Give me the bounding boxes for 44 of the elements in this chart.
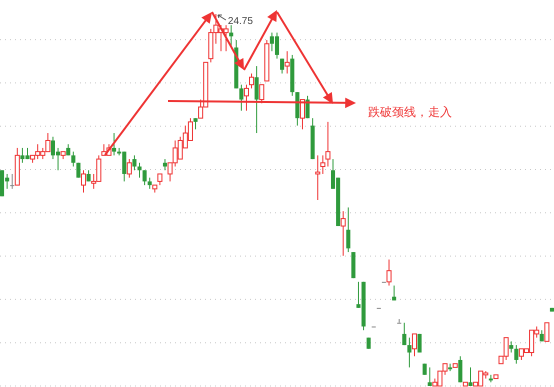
candlestick (132, 154, 136, 171)
candlestick (80, 170, 86, 194)
candlestick (366, 337, 371, 350)
candlestick (320, 154, 326, 174)
candlestick (340, 210, 346, 256)
candlestick (284, 50, 290, 74)
candlestick (514, 344, 518, 364)
candlestick (193, 118, 198, 130)
candlestick (325, 121, 330, 168)
candlestick (10, 173, 14, 190)
candlestick (315, 154, 320, 200)
candlestick (239, 84, 244, 112)
candlestick (142, 170, 147, 186)
candlestick (407, 337, 412, 368)
candlestick (112, 132, 116, 156)
candlestick (346, 206, 350, 253)
candlestick (428, 366, 432, 386)
candlestick (422, 363, 427, 376)
candlestick (402, 322, 406, 346)
candlestick (468, 366, 473, 386)
candlestick (392, 285, 396, 301)
candlestick (259, 84, 264, 104)
candlestick (86, 170, 91, 182)
candlestick (397, 318, 402, 324)
candlestick (126, 158, 132, 178)
candlestick (244, 84, 249, 112)
candlestick (137, 162, 142, 178)
candlestick (254, 66, 259, 134)
candlestick (540, 330, 544, 342)
candlestick (509, 340, 514, 354)
candlestick (157, 173, 162, 186)
candlestick (71, 151, 76, 168)
candlestick (162, 158, 168, 171)
candlestick (412, 333, 418, 357)
candlestick (249, 73, 254, 89)
candlestick (458, 356, 462, 383)
candlestick (386, 259, 392, 286)
candlestick (544, 322, 550, 342)
candlestick (66, 144, 70, 156)
candlestick (280, 58, 284, 74)
annotation: 24.75 (228, 16, 254, 27)
annotation: 跌破颈线，走入 (368, 105, 452, 119)
candlestick (229, 24, 234, 48)
candlestick (148, 177, 152, 190)
